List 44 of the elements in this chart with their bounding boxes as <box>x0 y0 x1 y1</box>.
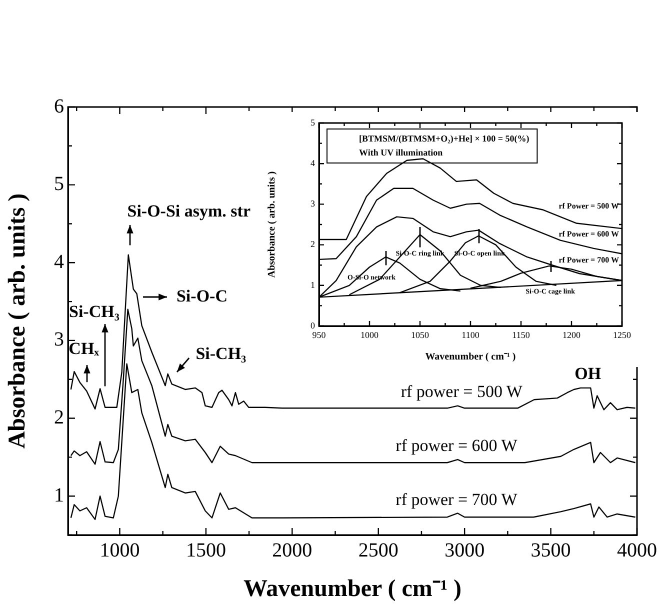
x-tick-label: 950 <box>312 330 326 340</box>
x-axis-title: Wavenumber ( cm⁻¹ ) <box>243 576 462 602</box>
annotation: CHₓ <box>68 339 100 358</box>
annotation: Si-O-C <box>176 286 228 306</box>
annotation: rf power = 500 W <box>400 382 524 402</box>
y-tick-label: 6 <box>54 95 64 118</box>
y-axis-title: Absorbance ( arb. units ) <box>4 193 31 449</box>
x-tick-label: 1200 <box>562 330 581 340</box>
annotation: Si-CH₃ <box>68 302 120 321</box>
x-tick-label: 1050 <box>411 330 430 340</box>
annotation: rf power = 600 W <box>396 436 518 455</box>
y-tick-label: 1 <box>54 484 64 506</box>
y-tick-label: 5 <box>54 173 64 196</box>
annotation: rf Power = 500 W <box>558 201 619 210</box>
y-tick-label: 3 <box>54 328 64 351</box>
x-tick-label: 2500 <box>358 539 398 562</box>
x-tick-label: 3500 <box>530 539 571 562</box>
x-tick-label: 1500 <box>186 539 226 562</box>
x-tick-label: 1000 <box>100 539 140 562</box>
y-tick-label: 2 <box>54 406 64 429</box>
y-tick-label: 0 <box>310 320 316 330</box>
annotation: Si-CH₃ <box>196 344 246 363</box>
x-tick-label: 3000 <box>444 539 485 562</box>
annotation: [BTMSM/(BTMSM+O₂)+He] × 100 = 50(%) <box>359 133 530 144</box>
y-tick-label: 2 <box>310 239 315 250</box>
annotation: With UV illumination <box>359 147 443 158</box>
x-tick-label: 1250 <box>613 330 632 340</box>
y-tick-label: 1 <box>310 280 315 290</box>
annotation: OH <box>574 364 602 384</box>
annotation: Si-O-Si asym. str <box>127 201 251 220</box>
y-tick-label: 4 <box>54 250 64 273</box>
annotation: rf Power = 700 W <box>558 255 619 264</box>
x-tick-label: 4000 <box>617 539 657 562</box>
y-tick-label: 3 <box>310 198 316 209</box>
x-tick-label: 2000 <box>272 539 312 562</box>
annotation: rf power = 700 W <box>396 490 518 510</box>
x-tick-label: 1150 <box>512 330 530 340</box>
x-tick-label: 1000 <box>360 330 379 340</box>
y-tick-label: 5 <box>310 117 316 128</box>
x-axis-title: Wavenumber ( cm⁻¹ ) <box>425 352 516 363</box>
annotation: rf Power = 600 W <box>558 230 619 239</box>
x-tick-label: 1100 <box>462 330 480 340</box>
y-axis-title: Absorbance ( arb. units ) <box>266 171 278 278</box>
y-tick-label: 4 <box>310 158 316 168</box>
